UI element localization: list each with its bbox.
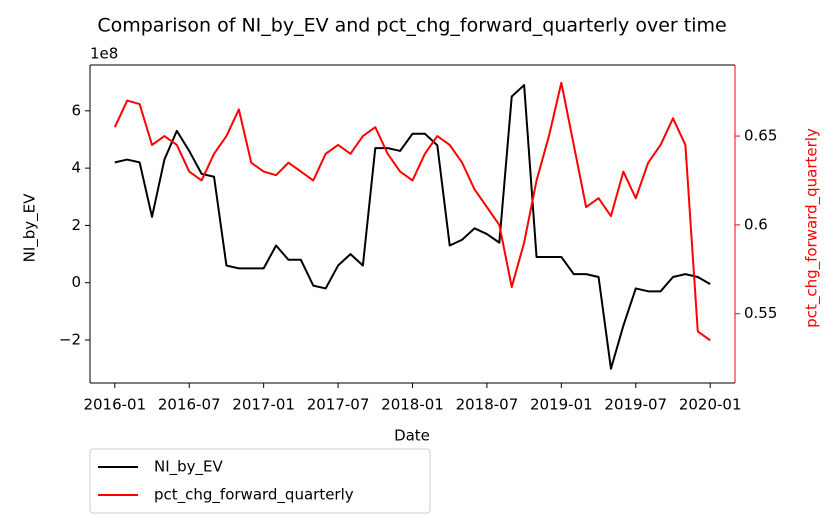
y2-tick-label: 0.6 (744, 215, 768, 233)
y-tick-label: 4 (71, 159, 81, 177)
y2-tick-label: 0.55 (744, 304, 777, 322)
y2-tick-label: 0.65 (744, 127, 777, 145)
y-tick-label: 6 (71, 101, 81, 119)
legend: NI_by_EV pct_chg_forward_quarterly (89, 448, 431, 514)
x-tick-label: 2018-01 (381, 396, 444, 414)
y-tick-label: 0 (71, 273, 81, 291)
legend-box (89, 448, 431, 514)
x-tick-label: 2017-07 (307, 396, 370, 414)
x-tick-label: 2019-01 (530, 396, 593, 414)
x-tick-label: 2020-01 (679, 396, 742, 414)
series-line (113, 81, 711, 342)
x-axis-label: Date (394, 427, 430, 445)
y-tick-label: 2 (71, 216, 81, 234)
y-offset-label: 1e8 (90, 45, 118, 63)
y-tick-label: −2 (59, 331, 81, 349)
x-tick-label: 2016-01 (83, 396, 146, 414)
chart-title: Comparison of NI_by_EV and pct_chg_forwa… (97, 15, 726, 37)
y2-axis-label: pct_chg_forward_quarterly (803, 128, 822, 328)
legend-label: pct_chg_forward_quarterly (154, 486, 354, 505)
x-tick-label: 2016-07 (158, 396, 221, 414)
series-line (114, 84, 711, 370)
x-tick-label: 2018-07 (456, 396, 519, 414)
y-axis-label: NI_by_EV (21, 193, 40, 263)
legend-label: NI_by_EV (154, 458, 224, 477)
x-tick-label: 2019-07 (604, 396, 667, 414)
x-tick-label: 2017-01 (232, 396, 295, 414)
